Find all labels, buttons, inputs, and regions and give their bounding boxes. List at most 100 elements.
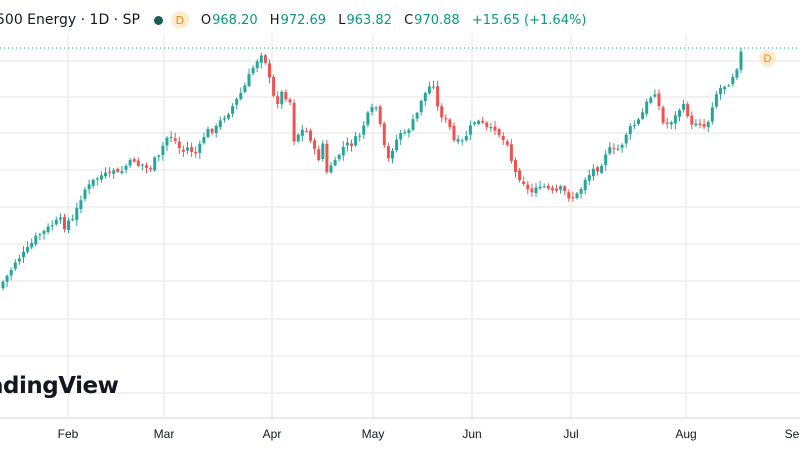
symbol-title[interactable]: 500 Energy · 1D · SP [0,12,140,28]
candle-body [210,128,214,133]
candle-body [645,101,649,114]
candle-body [116,168,120,172]
candle-body [415,112,419,119]
candle-body [63,217,66,230]
candle-body [83,189,87,199]
candle-body [702,124,706,127]
x-tick-label: May [361,427,385,441]
candle-body [620,144,624,148]
x-tick-label: Aug [675,427,697,441]
candle-body [436,86,440,107]
candle-body [313,140,317,149]
candle-body [304,130,308,132]
candle-body [194,151,198,154]
candle-body [575,193,579,199]
candle-body [608,147,612,154]
candle-body [190,147,194,152]
candle-body [682,103,686,110]
candle-body [423,92,427,101]
candle-body [292,103,296,142]
candle-body [247,74,251,87]
candle-body [132,159,136,162]
candle-body [534,187,538,194]
candle-body [280,91,284,105]
candle-body [579,189,583,194]
candle-body [145,165,148,168]
candle-body [46,226,50,233]
open-key: O [200,12,212,28]
candle-body [186,147,189,151]
candle-body [358,135,362,137]
candle-body [214,125,218,134]
candle-body [628,126,632,135]
candle-body [694,123,698,126]
candle-body [128,160,132,166]
candle-body [300,129,304,136]
candle-body [559,186,563,190]
candle-body [136,160,140,166]
candle-body [616,148,620,150]
candle-body [399,133,403,140]
candle-body [325,143,329,172]
candle-body [723,86,727,90]
candle-body [140,164,144,166]
candle-body [333,160,337,166]
market-status-icon [153,15,163,25]
candle-body [54,219,58,225]
candle-body [42,230,46,234]
candle-body [583,179,587,191]
high-value: 972.69 [280,12,327,28]
candle-body [719,88,722,95]
candle-body [317,149,321,161]
dividend-marker[interactable]: D [759,50,776,67]
candle-body [112,170,116,174]
candle-body [202,137,206,143]
candle-body [239,92,243,99]
candle-body [432,86,435,88]
candle-body [243,85,247,93]
low-value: 963.82 [346,12,392,28]
candle-body [34,235,38,245]
candle-body [259,55,263,63]
candle-body [600,165,604,173]
candle-body [714,94,718,107]
candle-body [489,127,493,129]
candle-body [366,112,370,125]
candle-body [440,106,444,118]
tradingview-logo[interactable]: adingView [0,373,119,399]
candle-body [329,165,333,173]
candle-body [563,186,567,191]
candle-body [526,184,530,190]
candle-body [165,137,169,146]
candle-body [456,139,460,142]
candle-body [514,160,517,172]
candle-body [309,130,312,141]
candle-body [395,139,399,151]
candle-body [706,121,710,127]
candle-body [26,246,30,252]
candle-body [497,129,501,136]
candle-body [22,251,25,258]
candle-body [419,100,423,113]
candle-body [268,63,271,78]
candle-body [120,171,124,173]
candle-body [79,200,83,209]
candle-body [673,115,677,124]
candle-body [337,154,341,159]
open-value: 968.20 [212,12,258,28]
candle-body [157,155,161,157]
candle-body [596,167,599,172]
candle-body [460,140,464,142]
candle-body [255,61,259,68]
candle-body [374,107,378,109]
candle-body [321,143,325,160]
candle-body [555,189,558,191]
candle-body [468,125,472,135]
candle-body [124,165,128,170]
data-badge[interactable]: D [170,11,189,29]
candle-body [71,219,75,221]
candle-body [370,107,374,112]
candle-body [58,217,62,220]
